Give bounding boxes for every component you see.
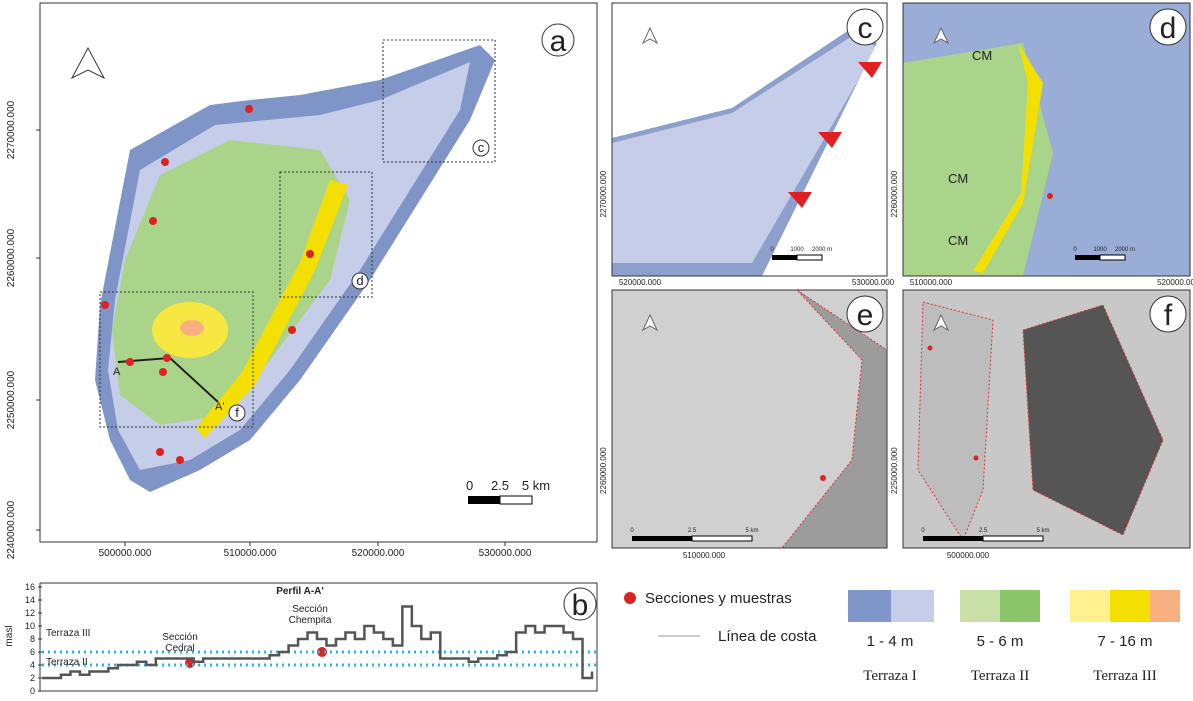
x-coord-label: 510000.000 [683,551,726,560]
legend-text: Línea de costa [718,628,817,645]
y-axis-label: masl [4,625,15,646]
panel-b [40,583,597,691]
box-label: f [235,405,239,420]
panel-label: f [1164,299,1173,332]
scale-label: 2000 m [812,247,832,253]
scale-bar [632,536,692,541]
scale-label: 2.5 [491,478,509,493]
scale-label: 5 km [522,478,550,493]
y-coord-label: 2270000.000 [599,170,608,217]
y-coord-label: 2260000.000 [6,228,17,287]
annotation: Sección [292,604,328,615]
scale-label: 2.5 [979,528,988,534]
y-tick-label: 14 [25,595,35,605]
terrace-iii-top [180,320,204,336]
scale-label: 5 km [1036,528,1049,534]
scale-bar [468,496,532,504]
y-tick-label: 4 [30,660,35,670]
legend-range: 1 - 4 m [867,633,914,650]
profile-end: A [113,366,121,378]
y-coord-label: 2260000.000 [890,170,899,217]
y-tick-label: 2 [30,673,35,683]
x-coord-label: 520000.000 [352,548,405,559]
y-tick-label: 8 [30,634,35,644]
legend-text: Secciones y muestras [645,590,792,607]
zone-label: CM [948,233,968,248]
scale-label: 2000 m [1115,247,1135,253]
y-tick-label: 10 [25,621,35,631]
box-label: d [356,273,363,288]
zone-label: CM [948,171,968,186]
scale-label: 0 [466,478,473,493]
sample-point [974,456,979,461]
y-tick-label: 6 [30,647,35,657]
scale-bar [797,255,822,260]
legend-terrace: Terraza III [1093,668,1156,684]
panel-label: e [857,299,874,332]
scale-label: 5 km [745,528,758,534]
annotation: Cedral [165,643,194,654]
x-coord-label: 520000.00 [1157,278,1193,287]
sample-point [820,475,826,481]
chart-title: Perfil A-A' [276,586,324,597]
sample-point [928,346,933,351]
y-tick-label: 0 [30,686,35,696]
y-coord-label: 2240000.000 [6,500,17,559]
y-coord-label: 2250000.000 [6,370,17,429]
scale-bar [983,536,1043,541]
x-coord-label: 500000.000 [947,551,990,560]
legend-terrace: Terraza II [971,668,1029,684]
x-coord-label: 530000.000 [852,278,895,287]
y-coord-label: 2250000.000 [890,447,899,494]
y-coord-label: 2260000.000 [599,447,608,494]
box-label: c [478,140,485,155]
scale-label: 2.5 [688,528,697,534]
scale-bar [923,536,983,541]
panel-label: b [572,589,589,622]
x-coord-label: 510000.000 [910,278,953,287]
annotation: Terraza II [46,657,88,668]
x-coord-label: 520000.000 [619,278,662,287]
profile-end: A' [215,401,224,413]
annotation: Sección [162,632,198,643]
scale-label: 1000 [790,247,804,253]
sample-point [1047,193,1053,199]
annotation: Terraza III [46,628,90,639]
x-coord-label: 500000.000 [99,548,152,559]
figure: a Perfil A-A' masl b c 0 1000 2000 m 520000.… [0,0,1193,696]
scale-bar [1100,255,1125,260]
scale-bar [1075,255,1100,260]
panel-label: c [858,12,873,45]
legend-range: 5 - 6 m [977,633,1024,650]
annotation: Chempita [289,615,332,626]
zone-label: CM [972,48,992,63]
legend-symbol [624,592,636,604]
y-coord-label: 2270000.000 [6,100,17,159]
legend-terrace: Terraza I [863,668,916,684]
scale-bar [692,536,752,541]
x-coord-label: 510000.000 [224,548,277,559]
panel-label: d [1160,12,1177,45]
y-tick-label: 16 [25,582,35,592]
legend-range: 7 - 16 m [1097,633,1152,650]
y-tick-label: 12 [25,608,35,618]
x-coord-label: 530000.000 [479,548,532,559]
scale-bar [772,255,797,260]
scale-label: 1000 [1093,247,1107,253]
panel-label: a [550,25,567,58]
legend-swatches [848,590,1180,622]
